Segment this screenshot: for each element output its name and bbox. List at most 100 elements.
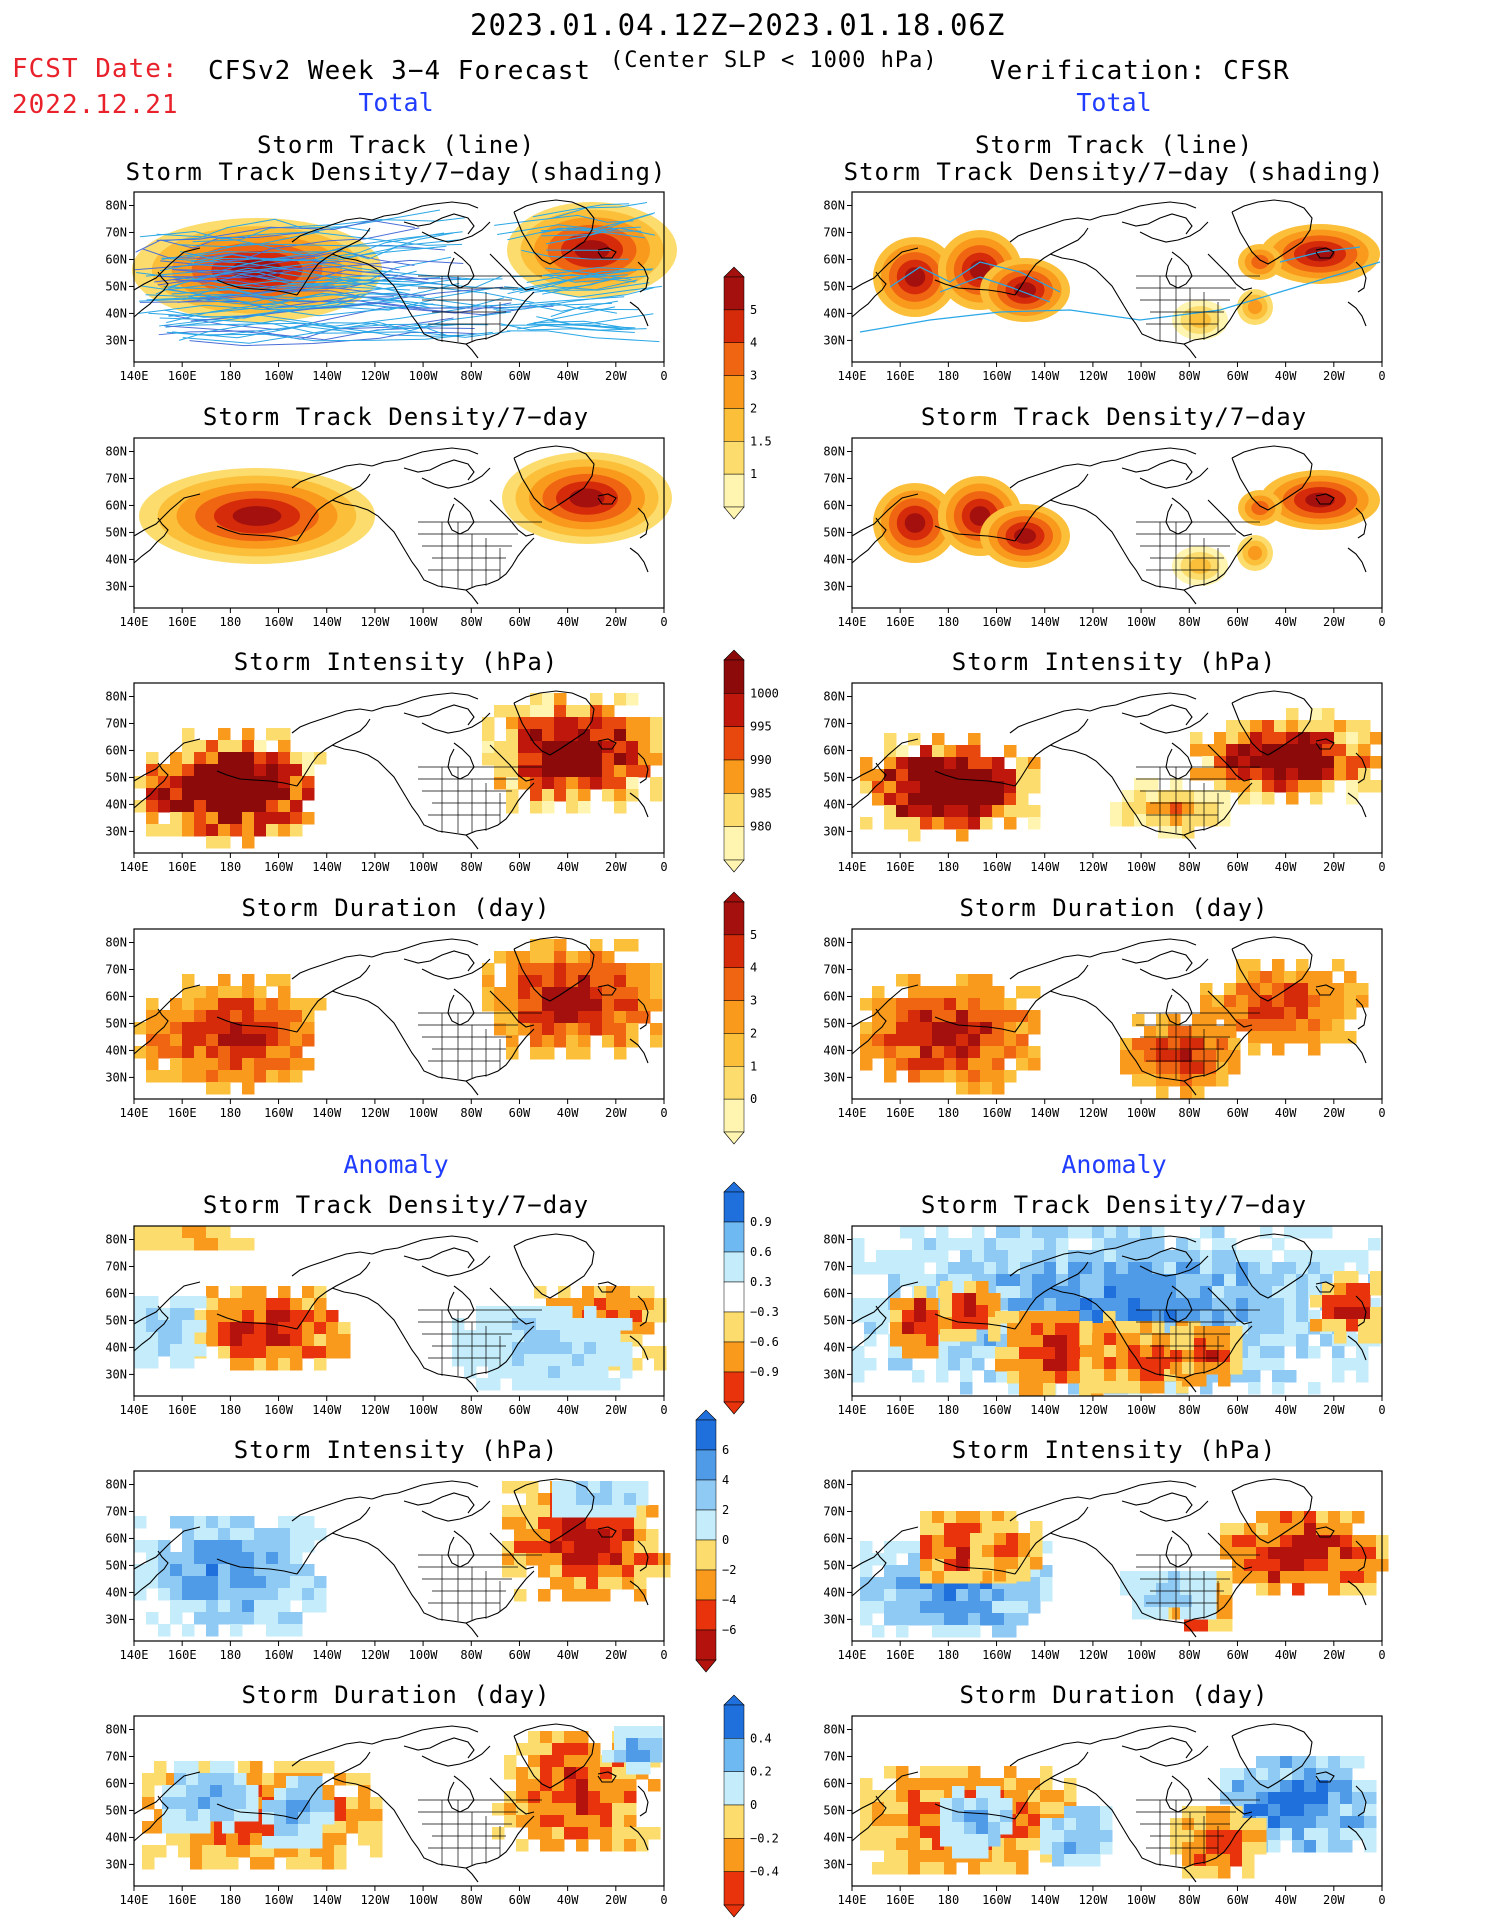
grid-cell xyxy=(218,974,231,987)
grid-cell xyxy=(134,1588,147,1601)
map-frame xyxy=(133,1225,665,1397)
grid-cell xyxy=(1356,1346,1369,1359)
grid-cell xyxy=(158,1070,171,1083)
grid-cell xyxy=(194,1058,207,1071)
grid-cell xyxy=(182,1356,195,1369)
grid-cell xyxy=(182,1332,195,1345)
grid-cell xyxy=(198,1773,211,1786)
grid-cell xyxy=(536,1342,549,1355)
coastline xyxy=(1193,291,1253,341)
grid-cell xyxy=(206,1226,219,1239)
grid-cell xyxy=(650,777,663,790)
lon-label: 40W xyxy=(1275,1403,1297,1417)
grid-cell xyxy=(896,769,909,782)
grid-cell xyxy=(302,1034,315,1047)
grid-cell xyxy=(646,1541,659,1554)
grid-cell xyxy=(536,1354,549,1367)
grid-cell xyxy=(1140,1357,1153,1370)
grid-cell xyxy=(1260,1262,1273,1275)
grid-cell xyxy=(1280,1792,1293,1805)
grid-cell xyxy=(1248,995,1261,1008)
coastline xyxy=(133,247,201,291)
grid-cell xyxy=(1144,1026,1157,1039)
grid-cell xyxy=(554,765,567,778)
grid-cell xyxy=(1168,1595,1181,1608)
colorbar-segment xyxy=(695,1599,717,1631)
grid-cell xyxy=(518,999,531,1012)
grid-cell xyxy=(1144,1607,1157,1620)
grid-cell xyxy=(1076,1806,1089,1819)
grid-cell xyxy=(1236,1286,1249,1299)
lat-label: 50N xyxy=(823,1558,845,1572)
lon-label: 140E xyxy=(838,1648,867,1662)
grid-cell xyxy=(896,1589,909,1602)
lon-label: 100W xyxy=(409,1106,439,1120)
grid-cell xyxy=(980,1601,993,1614)
grid-cell xyxy=(578,999,591,1012)
grid-cell xyxy=(1316,1547,1329,1560)
lon-label: 180 xyxy=(938,1893,960,1907)
grid-cell xyxy=(1272,1298,1285,1311)
grid-cell xyxy=(1236,995,1249,1008)
grid-cell xyxy=(182,752,195,765)
grid-cell xyxy=(562,1565,575,1578)
grid-cell xyxy=(134,800,147,813)
coastline xyxy=(405,305,477,345)
grid-cell xyxy=(1296,983,1309,996)
density-shading xyxy=(1188,558,1212,574)
coastline xyxy=(291,1741,373,1767)
coastline xyxy=(403,1247,475,1269)
coastline xyxy=(475,537,535,587)
grid-cell xyxy=(598,1565,611,1578)
colorbar-label: 2 xyxy=(750,401,757,415)
slp-criterion: (Center SLP < 1000 hPa) xyxy=(610,48,938,73)
grid-cell xyxy=(170,1600,183,1613)
lon-label: 40W xyxy=(1275,369,1297,383)
grid-cell xyxy=(920,1766,933,1779)
grid-cell xyxy=(584,1306,597,1319)
grid-cell xyxy=(956,1547,969,1560)
grid-cell xyxy=(194,1576,207,1589)
section-anomaly-verification: Anomaly xyxy=(1061,1150,1167,1179)
lon-label: 0 xyxy=(1378,1648,1385,1662)
grid-cell xyxy=(636,1827,649,1840)
grid-cell xyxy=(1308,995,1321,1008)
grid-cell xyxy=(266,1624,279,1637)
grid-cell xyxy=(1304,1756,1317,1769)
grid-cell xyxy=(614,1035,627,1048)
grid-cell xyxy=(254,986,267,999)
grid-cell xyxy=(566,999,579,1012)
grid-cell xyxy=(1152,1369,1165,1382)
grid-cell xyxy=(290,1612,303,1625)
lat-label: 60N xyxy=(823,989,845,1003)
grid-cell xyxy=(1016,1046,1029,1059)
grid-cell xyxy=(242,824,255,837)
lon-label: 160W xyxy=(982,615,1012,629)
grid-cell xyxy=(170,1308,183,1321)
grid-cell xyxy=(1344,1334,1357,1347)
grid-cell xyxy=(638,963,651,976)
grid-cell xyxy=(322,1857,335,1870)
grid-cell xyxy=(860,1058,873,1071)
grid-cell xyxy=(1056,1262,1069,1275)
grid-cell xyxy=(1043,1347,1056,1360)
grid-cell xyxy=(1224,1250,1237,1263)
lon-label: 20W xyxy=(605,1403,627,1417)
grid-cell xyxy=(162,1797,175,1810)
colorbar-end-arrow xyxy=(723,1181,745,1193)
lat-label: 30N xyxy=(105,1857,127,1871)
colorbar-label: 995 xyxy=(750,720,772,734)
grid-cell xyxy=(1140,1333,1153,1346)
colorbar-label: −0.6 xyxy=(750,1335,779,1349)
grid-cell xyxy=(1334,1307,1347,1320)
grid-cell xyxy=(1055,1371,1068,1384)
grid-cell xyxy=(896,1850,909,1863)
lon-label: 180 xyxy=(220,1893,242,1907)
grid-cell xyxy=(1192,1086,1205,1099)
grid-cell xyxy=(920,1058,933,1071)
colorbar-segment xyxy=(695,1569,717,1601)
coastline xyxy=(1121,704,1193,726)
grid-cell xyxy=(908,1046,921,1059)
grid-cell xyxy=(996,1238,1009,1251)
grid-cell xyxy=(1020,1274,1033,1287)
